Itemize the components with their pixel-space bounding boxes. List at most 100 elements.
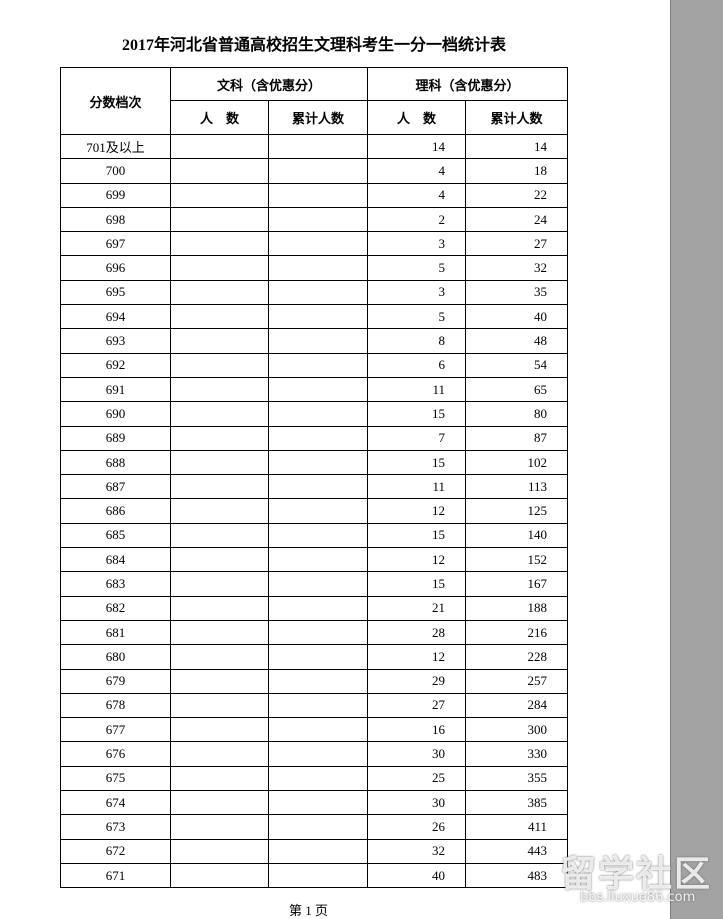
cell: 48 bbox=[465, 328, 568, 354]
cell bbox=[268, 158, 368, 184]
cell bbox=[170, 182, 269, 208]
cell bbox=[170, 231, 269, 257]
table-row: 678 27 284 bbox=[60, 692, 568, 719]
cell: 443 bbox=[465, 838, 568, 864]
cell: 12 bbox=[367, 644, 466, 670]
cell: 27 bbox=[367, 692, 466, 719]
cell bbox=[170, 522, 269, 549]
cell bbox=[170, 401, 269, 427]
sub-header: 累计人数 bbox=[268, 100, 368, 135]
cell: 694 bbox=[60, 304, 171, 330]
cell: 699 bbox=[60, 182, 171, 208]
cell bbox=[170, 619, 269, 646]
cell: 32 bbox=[367, 838, 466, 864]
table-row: 685 15 140 bbox=[60, 522, 568, 549]
cell: 682 bbox=[60, 595, 171, 621]
cell bbox=[268, 449, 368, 476]
cell bbox=[268, 862, 368, 889]
cell: 4 bbox=[367, 158, 466, 184]
cell: 6 bbox=[367, 352, 466, 378]
cell: 3 bbox=[367, 279, 466, 306]
table-row: 686 12 125 bbox=[60, 498, 568, 524]
cell: 5 bbox=[367, 255, 466, 281]
table-row: 683 15 167 bbox=[60, 571, 568, 597]
watermark-url: bbs.liuxue86.com bbox=[580, 890, 696, 905]
cell: 695 bbox=[60, 279, 171, 306]
cell: 11 bbox=[367, 474, 466, 500]
cell: 12 bbox=[367, 498, 466, 524]
cell: 14 bbox=[367, 133, 466, 160]
cell: 27 bbox=[465, 231, 568, 257]
table-row: 672 32 443 bbox=[60, 838, 568, 864]
cell: 686 bbox=[60, 498, 171, 524]
table-row: 677 16 300 bbox=[60, 717, 568, 743]
cell: 18 bbox=[465, 158, 568, 184]
cell: 688 bbox=[60, 449, 171, 476]
cell: 690 bbox=[60, 401, 171, 427]
cell: 411 bbox=[465, 814, 568, 840]
cell: 15 bbox=[367, 449, 466, 476]
cell: 40 bbox=[465, 304, 568, 330]
cell bbox=[170, 279, 269, 306]
cell: 188 bbox=[465, 595, 568, 621]
cell: 113 bbox=[465, 474, 568, 500]
cell bbox=[268, 352, 368, 378]
cell: 3 bbox=[367, 231, 466, 257]
scrollbar-area bbox=[670, 0, 723, 919]
cell bbox=[268, 328, 368, 354]
cell bbox=[170, 644, 269, 670]
cell: 677 bbox=[60, 717, 171, 743]
cell: 167 bbox=[465, 571, 568, 597]
cell bbox=[170, 474, 269, 500]
cell bbox=[268, 717, 368, 743]
cell: 25 bbox=[367, 765, 466, 792]
table-row: 689 7 87 bbox=[60, 425, 568, 451]
table-body: 701及以上 14 14 700 4 18 699 4 22 698 2 24 697 3 27 696 5 32… bbox=[60, 133, 568, 889]
cell bbox=[268, 838, 368, 864]
cell: 681 bbox=[60, 619, 171, 646]
table-row: 699 4 22 bbox=[60, 182, 568, 208]
cell bbox=[268, 522, 368, 549]
table-row: 694 5 40 bbox=[60, 304, 568, 330]
cell bbox=[268, 765, 368, 792]
cell: 22 bbox=[465, 182, 568, 208]
cell: 355 bbox=[465, 765, 568, 792]
cell: 680 bbox=[60, 644, 171, 670]
cell bbox=[268, 133, 368, 160]
cell: 24 bbox=[465, 206, 568, 233]
cell: 692 bbox=[60, 352, 171, 378]
cell: 87 bbox=[465, 425, 568, 451]
cell: 330 bbox=[465, 741, 568, 767]
cell: 685 bbox=[60, 522, 171, 549]
cell bbox=[268, 206, 368, 233]
table-row: 680 12 228 bbox=[60, 644, 568, 670]
cell bbox=[268, 571, 368, 597]
cell bbox=[170, 790, 269, 816]
cell: 140 bbox=[465, 522, 568, 549]
cell: 689 bbox=[60, 425, 171, 451]
cell bbox=[170, 838, 269, 864]
table-row: 693 8 48 bbox=[60, 328, 568, 354]
table-row: 692 6 54 bbox=[60, 352, 568, 378]
cell: 102 bbox=[465, 449, 568, 476]
cell bbox=[170, 425, 269, 451]
watermark: 留学社区 bbox=[560, 854, 713, 895]
table-row: 671 40 483 bbox=[60, 862, 568, 889]
cell: 696 bbox=[60, 255, 171, 281]
cell: 684 bbox=[60, 547, 171, 573]
cell bbox=[268, 814, 368, 840]
cell: 284 bbox=[465, 692, 568, 719]
table-row: 690 15 80 bbox=[60, 401, 568, 427]
table-row: 684 12 152 bbox=[60, 547, 568, 573]
sub-header: 人 数 bbox=[170, 100, 269, 135]
sub-header: 人 数 bbox=[367, 100, 466, 135]
cell bbox=[170, 352, 269, 378]
science-header: 理科（含优惠分） bbox=[367, 67, 568, 101]
cell bbox=[268, 304, 368, 330]
cell: 15 bbox=[367, 401, 466, 427]
score-table: 分数档次 文科（含优惠分） 理科（含优惠分） 人 数 累计人数 人 数 累计人数… bbox=[60, 67, 568, 889]
cell bbox=[268, 595, 368, 621]
cell bbox=[170, 328, 269, 354]
cell bbox=[268, 644, 368, 670]
